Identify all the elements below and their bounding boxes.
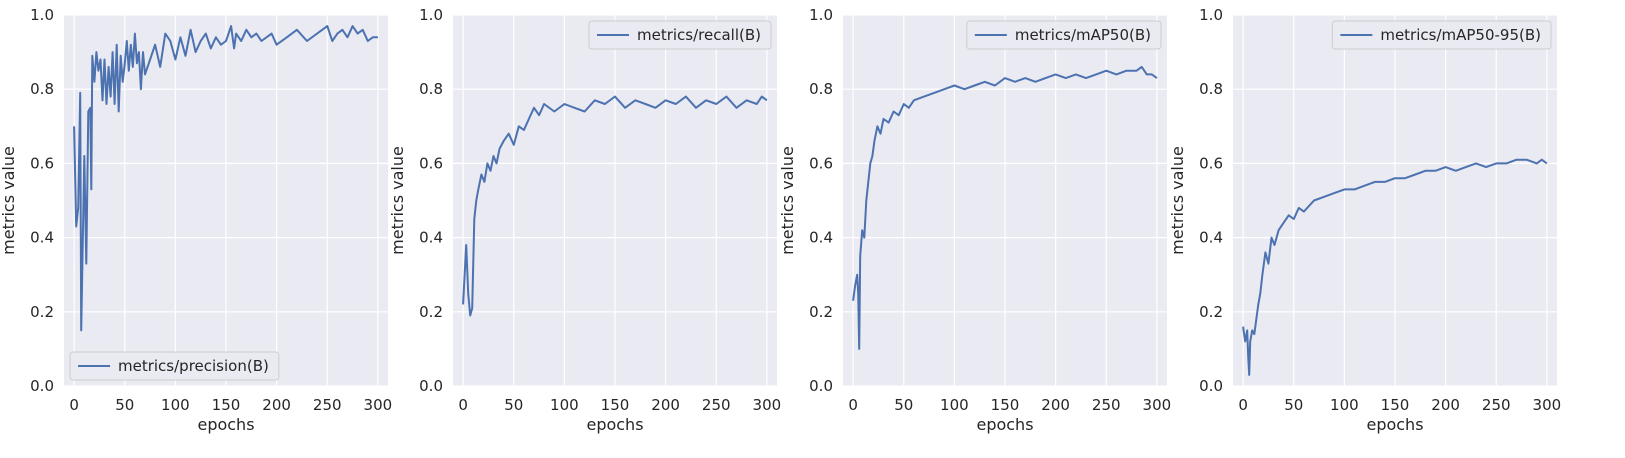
y-tick-label: 0.8 bbox=[809, 80, 833, 98]
x-tick-label: 100 bbox=[940, 396, 969, 414]
y-tick-label: 0.4 bbox=[30, 229, 54, 247]
y-tick-label: 0.8 bbox=[30, 80, 54, 98]
chart-panel-3: 0.0 0.2 0.4 0.6 0.8 1.0 0 50 100 150 200 250 300 epoc… bbox=[778, 6, 1171, 434]
x-tick-label: 50 bbox=[894, 396, 913, 414]
y-tick-label: 0.0 bbox=[419, 377, 443, 395]
x-axis-label: epochs bbox=[976, 415, 1033, 434]
legend: metrics/mAP50(B) bbox=[966, 20, 1162, 50]
legend-label: metrics/mAP50(B) bbox=[1015, 26, 1151, 44]
y-tick-label: 0.8 bbox=[419, 80, 443, 98]
y-tick-label: 0.2 bbox=[809, 303, 833, 321]
x-tick-label: 150 bbox=[991, 396, 1020, 414]
x-axis-label: epochs bbox=[1366, 415, 1423, 434]
chart-panel-4: 0.0 0.2 0.4 0.6 0.8 1.0 0 50 100 150 200 250 300 epoc… bbox=[1168, 6, 1561, 434]
legend-box bbox=[966, 20, 1162, 50]
x-tick-label: 200 bbox=[651, 396, 680, 414]
x-tick-label: 250 bbox=[702, 396, 731, 414]
legend-box bbox=[588, 20, 772, 50]
y-tick-label: 0.2 bbox=[30, 303, 54, 321]
x-tick-label: 100 bbox=[550, 396, 579, 414]
chart-panel-2: 0.0 0.2 0.4 0.6 0.8 1.0 0 50 100 150 200 250 300 epoc… bbox=[388, 6, 781, 434]
y-tick-label: 1.0 bbox=[419, 6, 443, 24]
y-axis-label: metrics value bbox=[778, 146, 797, 255]
legend-box bbox=[69, 351, 280, 381]
y-tick-label: 0.4 bbox=[1199, 229, 1223, 247]
x-tick-label: 300 bbox=[753, 396, 782, 414]
x-tick-label: 100 bbox=[1330, 396, 1359, 414]
y-tick-label: 1.0 bbox=[1199, 6, 1223, 24]
y-tick-label: 0.4 bbox=[419, 229, 443, 247]
x-tick-label: 300 bbox=[1533, 396, 1562, 414]
y-tick-label: 0.6 bbox=[30, 154, 54, 172]
legend: metrics/mAP50-95(B) bbox=[1331, 20, 1552, 50]
x-axis-label: epochs bbox=[586, 415, 643, 434]
x-tick-label: 150 bbox=[601, 396, 630, 414]
y-tick-label: 0.4 bbox=[809, 229, 833, 247]
y-tick-label: 0.0 bbox=[1199, 377, 1223, 395]
x-tick-label: 200 bbox=[1041, 396, 1070, 414]
y-axis-label: metrics value bbox=[388, 146, 407, 255]
series-line bbox=[1242, 158, 1548, 376]
x-tick-label: 200 bbox=[262, 396, 291, 414]
x-tick-label: 0 bbox=[1238, 396, 1248, 414]
series-line bbox=[73, 25, 378, 332]
y-tick-label: 0.0 bbox=[30, 377, 54, 395]
series-line bbox=[462, 95, 768, 317]
x-tick-label: 300 bbox=[364, 396, 393, 414]
x-tick-label: 150 bbox=[1381, 396, 1410, 414]
y-axis-label: metrics value bbox=[1168, 146, 1187, 255]
chart-panel-1: 0.0 0.2 0.4 0.6 0.8 1.0 0 50 100 150 200 250 300 epoc… bbox=[0, 6, 392, 434]
x-tick-label: 200 bbox=[1431, 396, 1460, 414]
y-axis-label: metrics value bbox=[0, 146, 18, 255]
legend-label: metrics/recall(B) bbox=[637, 26, 761, 44]
x-tick-label: 0 bbox=[848, 396, 858, 414]
y-tick-label: 0.6 bbox=[809, 154, 833, 172]
y-tick-label: 0.6 bbox=[1199, 154, 1223, 172]
x-tick-label: 50 bbox=[115, 396, 134, 414]
x-tick-label: 0 bbox=[458, 396, 468, 414]
legend-label: metrics/mAP50-95(B) bbox=[1380, 26, 1541, 44]
x-tick-label: 0 bbox=[69, 396, 79, 414]
y-tick-label: 1.0 bbox=[30, 6, 54, 24]
legend: metrics/precision(B) bbox=[69, 351, 280, 381]
series-line bbox=[852, 65, 1158, 350]
x-tick-label: 50 bbox=[1284, 396, 1303, 414]
legend-label: metrics/precision(B) bbox=[118, 357, 269, 375]
y-tick-label: 1.0 bbox=[809, 6, 833, 24]
x-tick-label: 100 bbox=[161, 396, 190, 414]
y-tick-label: 0.0 bbox=[809, 377, 833, 395]
y-tick-label: 0.6 bbox=[419, 154, 443, 172]
x-tick-label: 250 bbox=[313, 396, 342, 414]
x-axis-label: epochs bbox=[197, 415, 254, 434]
x-tick-label: 300 bbox=[1143, 396, 1172, 414]
x-tick-label: 250 bbox=[1482, 396, 1511, 414]
y-tick-label: 0.2 bbox=[419, 303, 443, 321]
legend-box bbox=[1331, 20, 1552, 50]
x-tick-label: 50 bbox=[504, 396, 523, 414]
x-tick-label: 250 bbox=[1092, 396, 1121, 414]
y-tick-label: 0.2 bbox=[1199, 303, 1223, 321]
legend: metrics/recall(B) bbox=[588, 20, 772, 50]
y-tick-label: 0.8 bbox=[1199, 80, 1223, 98]
x-tick-label: 150 bbox=[212, 396, 241, 414]
